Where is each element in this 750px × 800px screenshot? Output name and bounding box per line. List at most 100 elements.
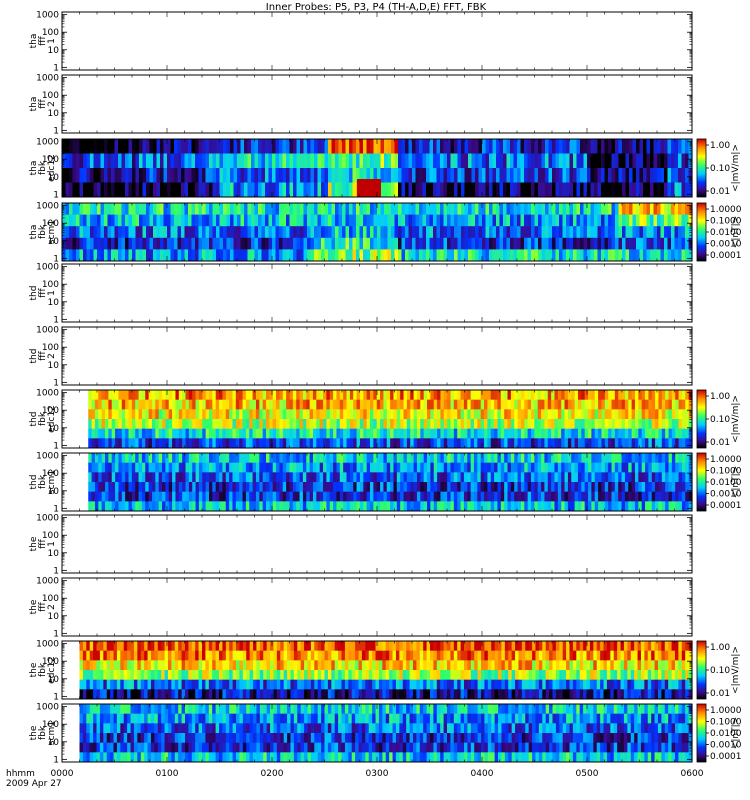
- spectrogram-cell: [182, 428, 187, 439]
- spectrogram-cell: [229, 409, 234, 420]
- panel-label: edc12: [47, 154, 57, 182]
- spectrogram-cell: [430, 491, 435, 502]
- spectrogram-cell: [338, 153, 343, 169]
- spectrogram-cell: [653, 153, 658, 169]
- spectrogram-cell: [513, 237, 518, 250]
- spectrogram-cell: [182, 438, 187, 449]
- spectrogram-cell: [457, 419, 462, 430]
- spectrogram-cell: [594, 428, 599, 439]
- panel-label: fff: [38, 287, 48, 297]
- spectrogram-cell: [473, 501, 478, 512]
- spectrogram-cell: [552, 153, 557, 169]
- spectrogram-cell: [326, 390, 331, 401]
- spectrogram-cell: [230, 237, 235, 250]
- spectrogram-cell: [108, 428, 113, 439]
- spectrogram-cell: [545, 139, 550, 154]
- spectrogram-cell: [574, 453, 579, 464]
- spectrogram-cell: [215, 472, 220, 483]
- spectrogram-cell: [363, 491, 368, 502]
- spectrogram-cell: [366, 214, 371, 227]
- spectrogram-cell: [537, 390, 542, 401]
- spectrogram-cell: [416, 482, 421, 493]
- spectrogram-cell: [366, 139, 371, 154]
- spectrogram-cell: [443, 182, 448, 198]
- spectrogram-cell: [500, 409, 505, 420]
- spectrogram-cell: [286, 419, 291, 430]
- spectrogram-cell: [170, 226, 175, 239]
- spectrogram-cell: [685, 139, 690, 154]
- spectrogram-cell: [316, 491, 321, 502]
- spectrogram-cell: [240, 203, 245, 216]
- spectrogram-cell: [671, 453, 676, 464]
- spectrogram-cell: [625, 249, 630, 262]
- spectrogram-cell: [460, 462, 465, 473]
- spectrogram-cell: [581, 428, 586, 439]
- spectrogram-cell: [580, 203, 585, 216]
- spectrogram-cell: [345, 237, 350, 250]
- spectrogram-cell: [286, 482, 291, 493]
- spectrogram-cell: [524, 168, 529, 183]
- spectrogram-cell: [621, 472, 626, 483]
- spectrogram-cell: [251, 182, 256, 198]
- spectrogram-cell: [151, 428, 156, 439]
- spectrogram-cell: [527, 139, 532, 154]
- spectrogram-cell: [621, 399, 626, 410]
- spectrogram-cell: [510, 226, 515, 239]
- spectrogram-cell: [188, 453, 193, 464]
- spectrogram-cell: [366, 168, 371, 183]
- spectrogram-cell: [473, 462, 478, 473]
- spectrogram-cell: [514, 409, 519, 420]
- spectrogram-cell: [383, 399, 388, 410]
- spectrogram-cell: [625, 237, 630, 250]
- spectrogram-cell: [324, 153, 329, 169]
- spectrogram-cell: [562, 226, 567, 239]
- spectrogram-cell: [254, 203, 259, 216]
- spectrogram-cell: [545, 168, 550, 183]
- spectrogram-cell: [232, 438, 237, 449]
- spectrogram-cell: [628, 399, 633, 410]
- spectrogram-cell: [587, 139, 592, 154]
- spectrogram-cell: [83, 168, 88, 183]
- spectrogram-cell: [473, 453, 478, 464]
- spectrogram-cell: [363, 428, 368, 439]
- spectrogram-cell: [594, 419, 599, 430]
- spectrogram-cell: [333, 390, 338, 401]
- spectrogram-cell: [412, 168, 417, 183]
- spectrogram-cell: [408, 182, 413, 198]
- spectrogram-cell: [265, 249, 270, 262]
- spectrogram-cell: [135, 390, 140, 401]
- spectrogram-cell: [359, 453, 364, 464]
- spectrogram-cell: [195, 226, 200, 239]
- spectrogram-cell: [216, 203, 221, 216]
- spectrogram-cell: [554, 428, 559, 439]
- spectrogram-cell: [380, 428, 385, 439]
- spectrogram-cell: [668, 399, 673, 410]
- spectrogram-cell: [380, 491, 385, 502]
- spectrogram-cell: [685, 472, 690, 483]
- spectrogram-cell: [660, 168, 665, 183]
- spectrogram-cell: [247, 168, 252, 183]
- spectrogram-cell: [188, 472, 193, 483]
- spectrogram-cell: [212, 237, 217, 250]
- spectrogram-cell: [594, 203, 599, 216]
- spectrogram-cell: [230, 249, 235, 262]
- spectrogram-cell: [394, 214, 399, 227]
- spectrogram-cell: [420, 482, 425, 493]
- spectrogram-cell: [398, 139, 403, 154]
- spectrogram-cell: [437, 482, 442, 493]
- spectrogram-cell: [165, 472, 170, 483]
- spectrogram-cell: [261, 214, 266, 227]
- spectrogram-cell: [534, 428, 539, 439]
- spectrogram-cell: [225, 462, 230, 473]
- spectrogram-cell: [232, 482, 237, 493]
- spectrogram-cell: [69, 182, 74, 198]
- spectrogram-cell: [685, 399, 690, 410]
- spectrogram-cell: [321, 203, 326, 216]
- spectrogram-cell: [590, 203, 595, 216]
- spectrogram-cell: [366, 249, 371, 262]
- spectrogram-cell: [463, 501, 468, 512]
- spectrogram-cell: [487, 419, 492, 430]
- spectrogram-cell: [410, 482, 415, 493]
- spectrogram-cell: [229, 438, 234, 449]
- spectrogram-cell: [205, 419, 210, 430]
